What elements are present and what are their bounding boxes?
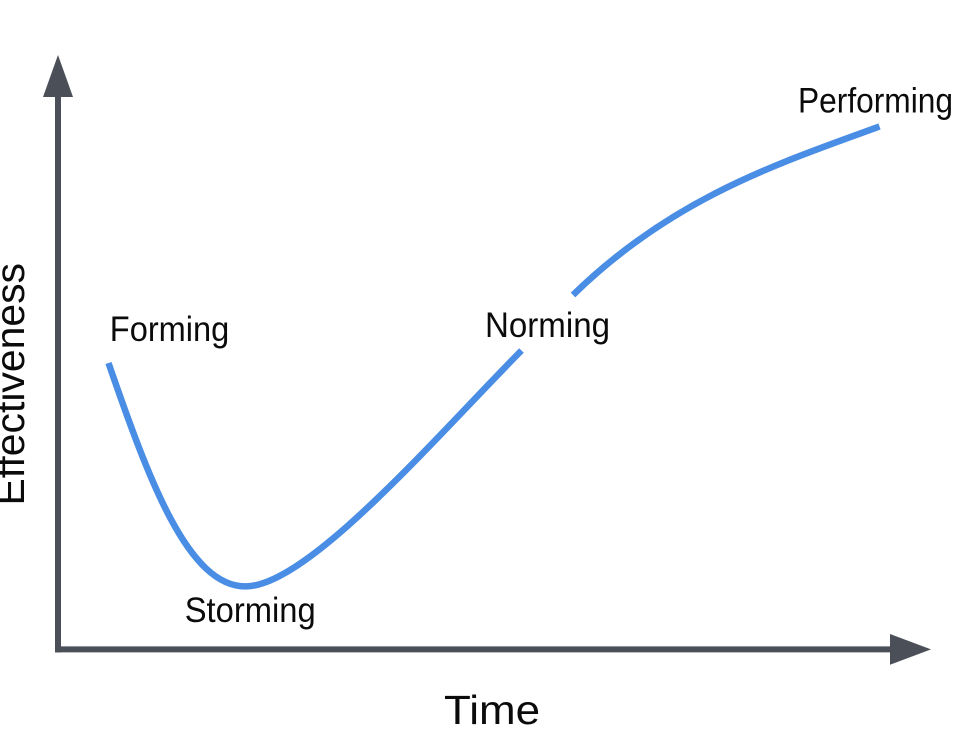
svg-text:Storming: Storming [185, 591, 316, 630]
svg-text:Effectiveness: Effectiveness [0, 263, 33, 506]
svg-text:Forming: Forming [110, 310, 230, 349]
svg-text:Time: Time [444, 687, 540, 733]
svg-text:Performing: Performing [798, 82, 953, 121]
svg-text:Norming: Norming [485, 306, 610, 345]
